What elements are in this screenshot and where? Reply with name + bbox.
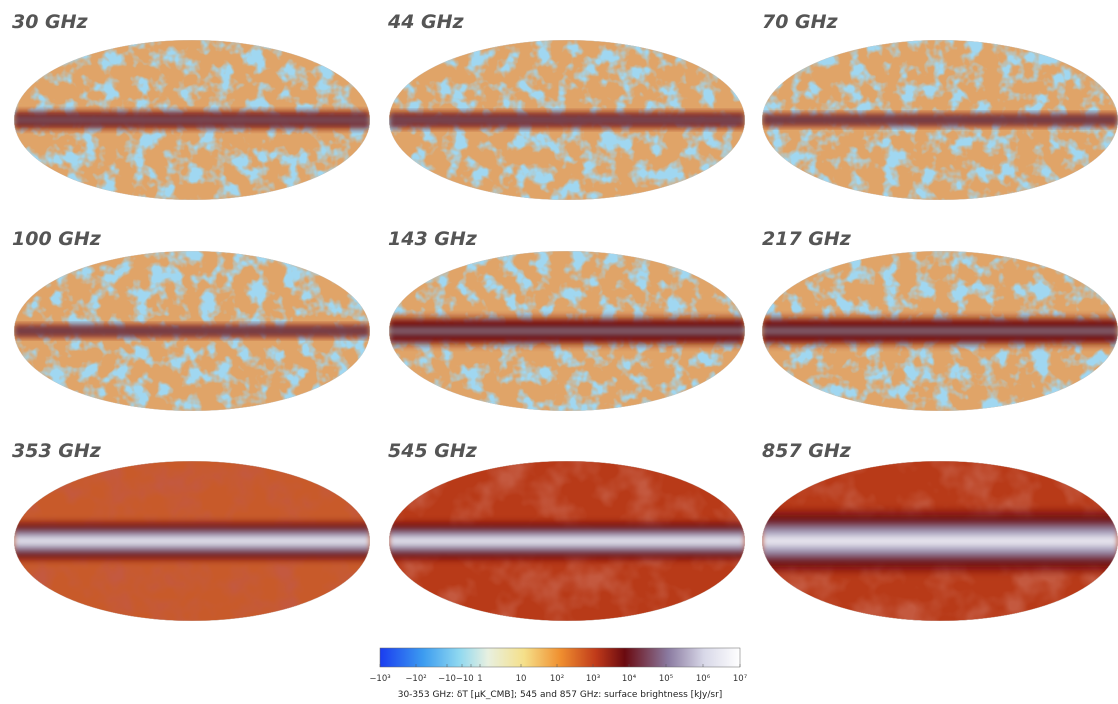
colorbar-tick-label: 10⁷ [733, 674, 748, 684]
galactic-plane [762, 112, 1118, 128]
figure: −10³−10²−10−1011010²10³10⁴10⁵10⁶10⁷ 30-3… [0, 0, 1118, 704]
galactic-plane [389, 519, 745, 563]
galactic-plane [762, 314, 1118, 348]
sky-map [14, 251, 370, 411]
colorbar-tick-label: 0 [468, 674, 473, 684]
map-label: 217 GHz [762, 228, 852, 250]
map-label: 100 GHz [12, 228, 102, 250]
map-label: 857 GHz [762, 440, 852, 462]
galactic-plane [14, 519, 370, 563]
map-label: 70 GHz [762, 11, 839, 33]
colorbar-tick-label: 10⁴ [622, 674, 637, 684]
colorbar-caption: 30-353 GHz: δT [μK_CMB]; 545 and 857 GHz… [398, 690, 723, 700]
colorbar-tick-label: 10³ [586, 674, 600, 684]
galactic-plane [14, 109, 370, 131]
colorbar-tick-label: 10 [516, 674, 527, 684]
galactic-plane [14, 323, 370, 339]
sky-map [14, 461, 370, 621]
sky-map [389, 40, 745, 200]
colorbar-tick-label: 10² [550, 674, 564, 684]
sky-map [762, 40, 1118, 200]
map-label: 30 GHz [12, 11, 89, 33]
sky-map [389, 461, 745, 621]
colorbar [380, 648, 740, 667]
colorbar-tick-label: 10⁵ [659, 674, 673, 684]
colorbar-tick-label: 1 [477, 674, 482, 684]
sky-map [762, 251, 1118, 411]
map-label: 143 GHz [388, 228, 478, 250]
colorbar-tick-label: 10⁶ [696, 674, 711, 684]
galactic-plane [762, 506, 1118, 576]
maps [14, 40, 1118, 621]
galactic-plane [389, 110, 745, 130]
sky-map [762, 461, 1118, 621]
map-label: 353 GHz [12, 440, 102, 462]
map-label: 44 GHz [387, 11, 465, 33]
sky-map [14, 40, 370, 200]
galactic-plane [389, 314, 745, 348]
colorbar-tick-label: −10 [438, 674, 456, 684]
colorbar-tick-label: −10³ [369, 674, 390, 684]
map-label: 545 GHz [388, 440, 478, 462]
colorbar-tick-label: −1 [456, 674, 469, 684]
sky-map [389, 251, 745, 411]
colorbar-tick-label: −10² [405, 674, 426, 684]
